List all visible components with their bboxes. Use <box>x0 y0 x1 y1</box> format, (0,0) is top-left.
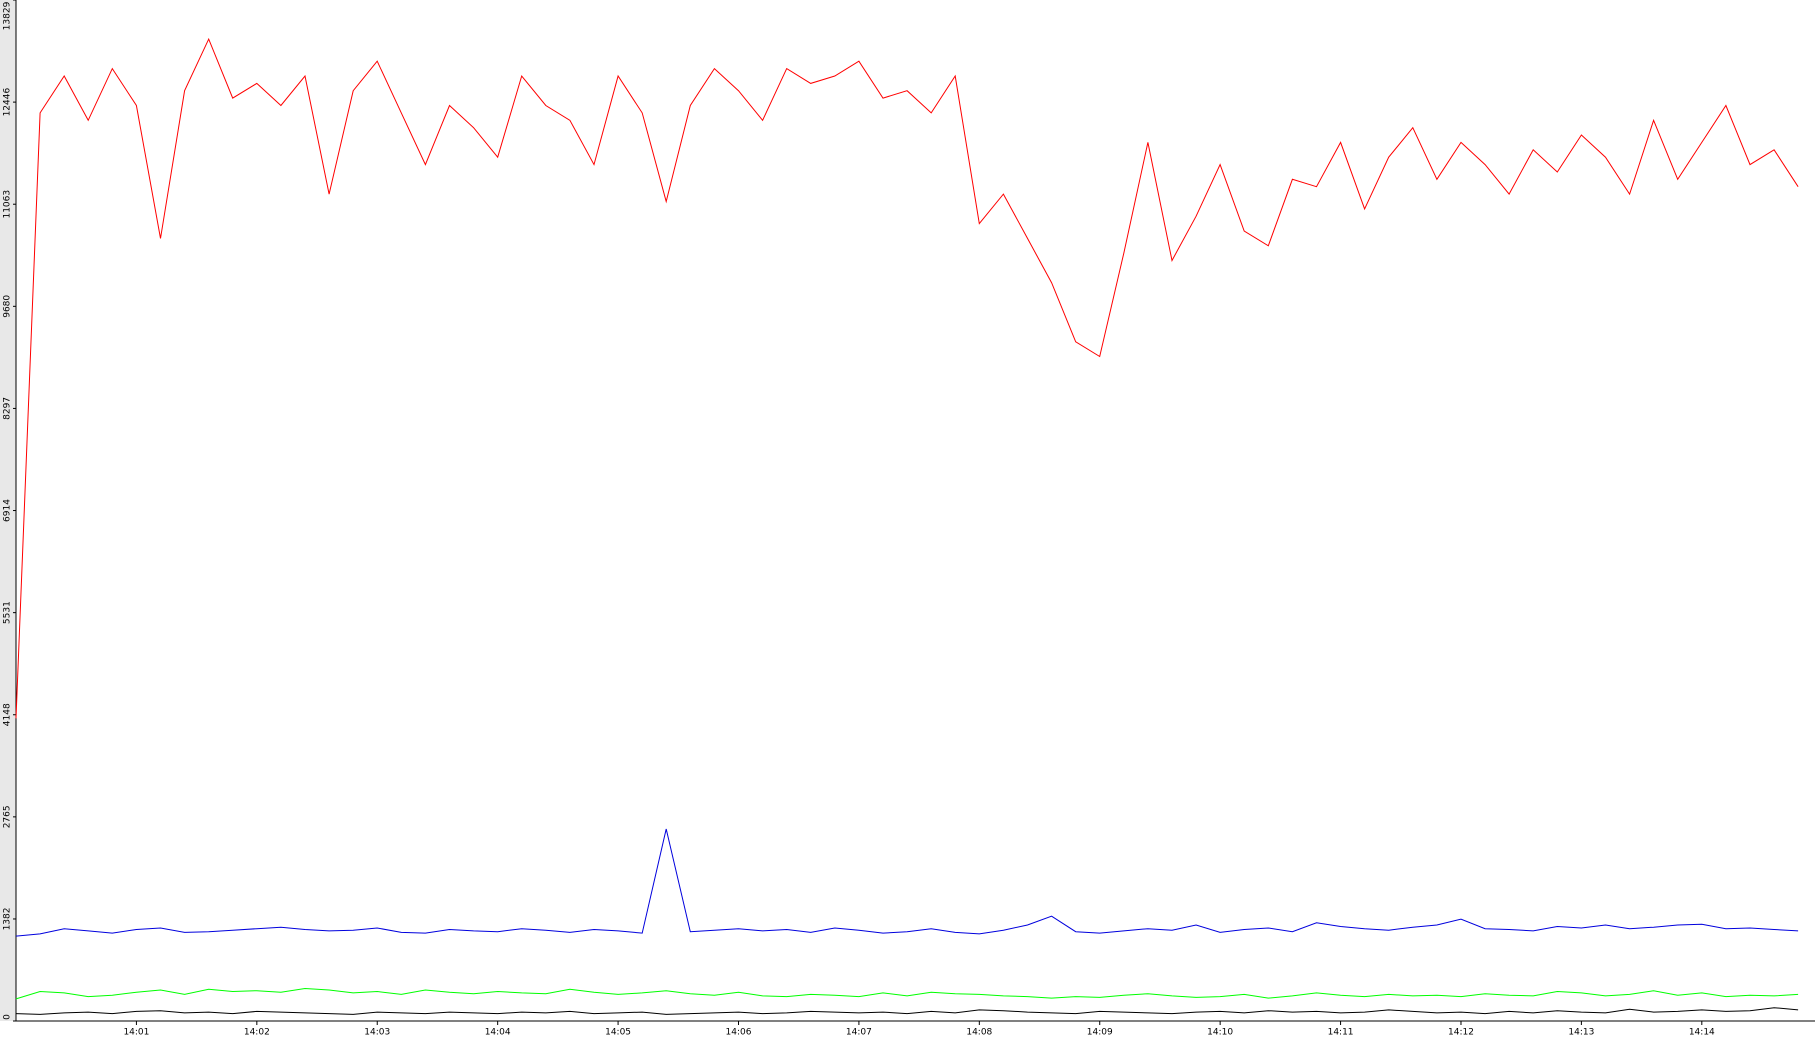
y-tick-label: 5531 <box>3 601 13 624</box>
x-tick-label: 14:05 <box>605 1028 631 1038</box>
x-tick-label: 14:12 <box>1448 1028 1474 1038</box>
x-tick-label: 14:13 <box>1568 1028 1594 1038</box>
y-tick-label: 13829 <box>3 1 13 30</box>
x-tick-label: 14:14 <box>1689 1028 1715 1038</box>
y-tick-label: 6914 <box>3 499 13 522</box>
series-line <box>15 37 1799 719</box>
x-tick-label: 14:09 <box>1087 1028 1113 1038</box>
y-tick-label: 1382 <box>3 908 13 931</box>
x-tick-label: 14:08 <box>966 1028 992 1038</box>
x-tick-label: 14:01 <box>123 1028 149 1038</box>
x-tick-label: 14:02 <box>244 1028 270 1038</box>
x-tick-label: 14:06 <box>726 1028 752 1038</box>
y-tick-label: 9680 <box>3 295 13 318</box>
y-tick-label: 11063 <box>3 190 13 219</box>
series-line <box>15 828 1799 937</box>
y-tick-label: 12446 <box>3 88 13 117</box>
x-tick-label: 14:03 <box>364 1028 390 1038</box>
y-axis-strip <box>0 0 16 1021</box>
x-tick-label: 14:07 <box>846 1028 872 1038</box>
y-tick-label: 2765 <box>3 805 13 828</box>
y-tick-label: 8297 <box>3 397 13 420</box>
y-tick-label: 4148 <box>3 703 13 726</box>
x-tick-label: 14:04 <box>485 1028 511 1038</box>
series-line <box>15 987 1799 1000</box>
series-line <box>15 1007 1799 1015</box>
x-tick-label: 14:10 <box>1207 1028 1233 1038</box>
y-tick-label: 0 <box>3 1014 13 1020</box>
x-tick-label: 14:11 <box>1328 1028 1354 1038</box>
